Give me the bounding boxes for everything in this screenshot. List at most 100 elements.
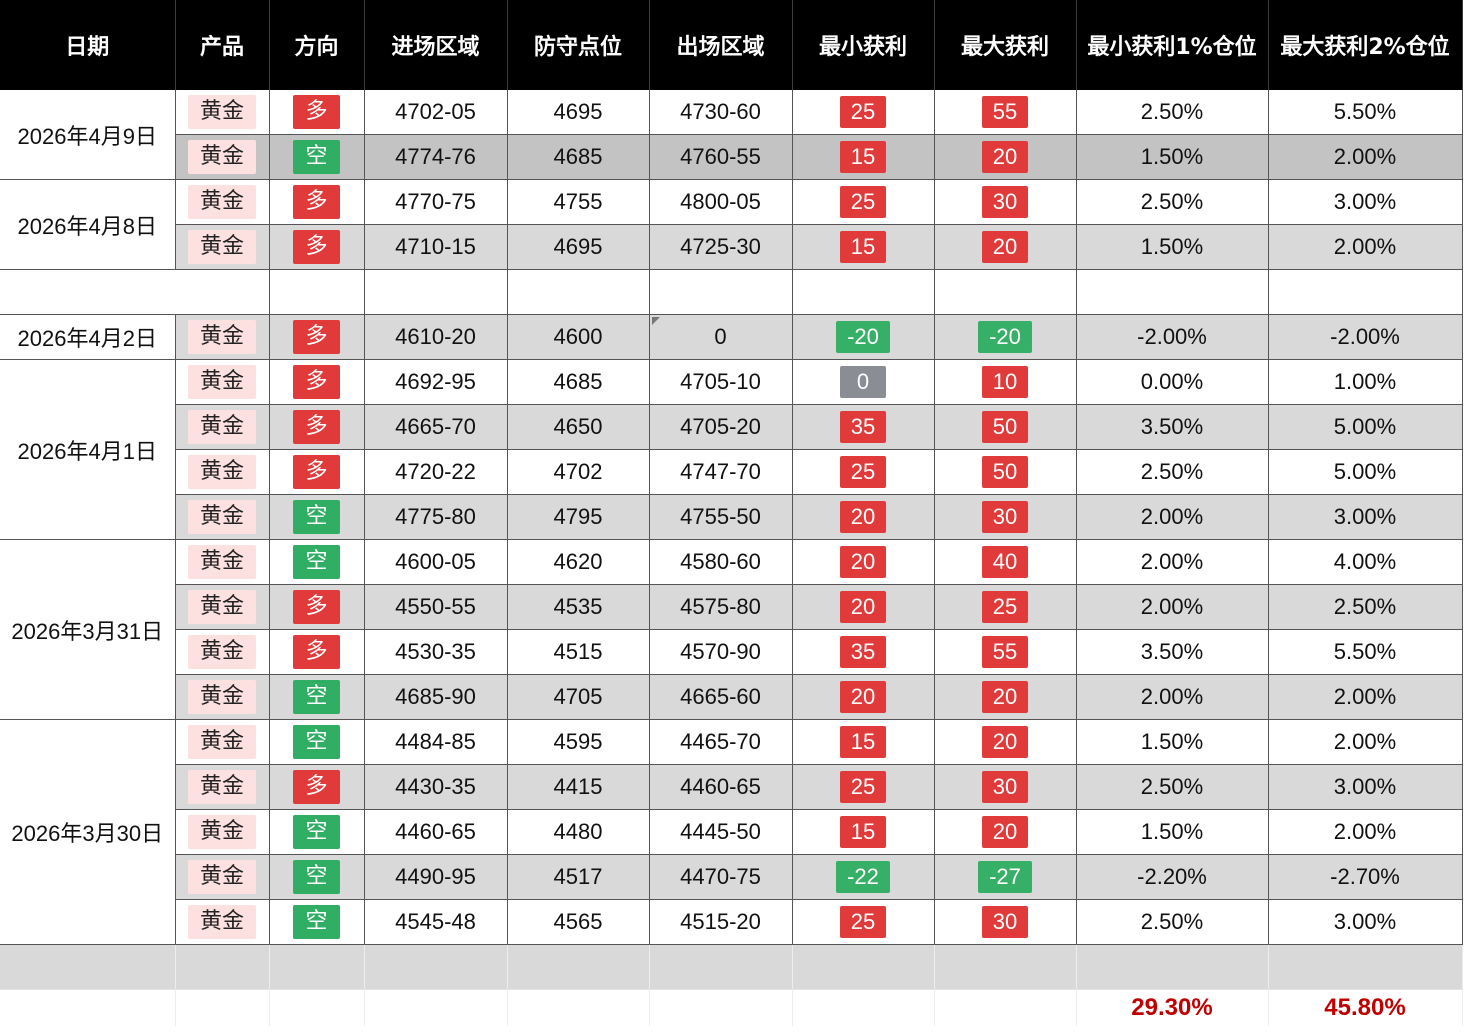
min-profit-cell[interactable]: 15 (792, 809, 935, 855)
max-profit-pct-cell[interactable]: -2.70% (1268, 854, 1463, 900)
min-profit-cell[interactable]: 20 (792, 494, 935, 540)
header-min-profit[interactable]: 最小获利 (792, 0, 935, 90)
stop-level-cell[interactable]: 4480 (507, 809, 650, 855)
min-profit-cell[interactable]: 25 (792, 449, 935, 495)
date-cell[interactable]: 2026年3月30日 (0, 719, 176, 945)
blank-cell[interactable] (1268, 944, 1463, 990)
entry-zone-cell[interactable]: 4545-48 (364, 899, 508, 945)
min-profit-pct-cell[interactable]: 3.50% (1076, 629, 1269, 675)
direction-cell[interactable]: 多 (269, 404, 365, 450)
product-cell[interactable]: 黄金 (175, 494, 270, 540)
product-cell[interactable]: 黄金 (175, 449, 270, 495)
stop-level-cell[interactable]: 4650 (507, 404, 650, 450)
entry-zone-cell[interactable]: 4460-65 (364, 809, 508, 855)
blank-cell[interactable] (792, 944, 935, 990)
exit-zone-cell[interactable]: 4705-10 (649, 359, 793, 405)
min-profit-pct-cell[interactable]: 2.00% (1076, 494, 1269, 540)
date-cell[interactable]: 2026年3月31日 (0, 539, 176, 720)
product-cell[interactable]: 黄金 (175, 899, 270, 945)
exit-zone-cell[interactable]: 4465-70 (649, 719, 793, 765)
product-cell[interactable]: 黄金 (175, 674, 270, 720)
max-profit-cell[interactable]: 30 (934, 764, 1077, 810)
entry-zone-cell[interactable]: 4430-35 (364, 764, 508, 810)
product-cell[interactable]: 黄金 (175, 809, 270, 855)
direction-cell[interactable]: 多 (269, 764, 365, 810)
blank-cell[interactable] (0, 944, 176, 990)
min-profit-pct-cell[interactable]: 2.50% (1076, 90, 1269, 135)
total-empty-cell[interactable] (649, 989, 793, 1026)
min-profit-pct-cell[interactable]: 2.00% (1076, 584, 1269, 630)
product-cell[interactable]: 黄金 (175, 539, 270, 585)
blank-cell[interactable] (175, 944, 270, 990)
entry-zone-cell[interactable]: 4775-80 (364, 494, 508, 540)
direction-cell[interactable]: 多 (269, 224, 365, 270)
total-empty-cell[interactable] (507, 989, 650, 1026)
exit-zone-cell[interactable]: 4730-60 (649, 90, 793, 135)
direction-cell[interactable]: 空 (269, 809, 365, 855)
entry-zone-cell[interactable]: 4610-20 (364, 314, 508, 360)
entry-zone-cell[interactable]: 4665-70 (364, 404, 508, 450)
exit-zone-cell[interactable]: 4460-65 (649, 764, 793, 810)
product-cell[interactable]: 黄金 (175, 629, 270, 675)
entry-zone-cell[interactable]: 4720-22 (364, 449, 508, 495)
entry-zone-cell[interactable]: 4600-05 (364, 539, 508, 585)
min-profit-cell[interactable]: 20 (792, 584, 935, 630)
stop-level-cell[interactable]: 4620 (507, 539, 650, 585)
empty-cell[interactable] (364, 269, 508, 315)
stop-level-cell[interactable]: 4695 (507, 224, 650, 270)
stop-level-cell[interactable]: 4600 (507, 314, 650, 360)
max-profit-cell[interactable]: 20 (934, 134, 1077, 180)
header-max-profit-pct[interactable]: 最大获利2%仓位 (1268, 0, 1463, 90)
max-profit-cell[interactable]: -20 (934, 314, 1077, 360)
direction-cell[interactable]: 多 (269, 179, 365, 225)
entry-zone-cell[interactable]: 4692-95 (364, 359, 508, 405)
header-exit-zone[interactable]: 出场区域 (649, 0, 793, 90)
blank-cell[interactable] (364, 944, 508, 990)
min-profit-cell[interactable]: 35 (792, 629, 935, 675)
min-profit-cell[interactable]: 35 (792, 404, 935, 450)
date-cell[interactable]: 2026年4月9日 (0, 90, 176, 180)
max-profit-cell[interactable]: 25 (934, 584, 1077, 630)
product-cell[interactable]: 黄金 (175, 314, 270, 360)
blank-cell[interactable] (269, 944, 365, 990)
min-profit-pct-cell[interactable]: 1.50% (1076, 134, 1269, 180)
min-profit-cell[interactable]: -20 (792, 314, 935, 360)
header-stop-level[interactable]: 防守点位 (507, 0, 650, 90)
stop-level-cell[interactable]: 4795 (507, 494, 650, 540)
product-cell[interactable]: 黄金 (175, 764, 270, 810)
max-profit-pct-cell[interactable]: 3.00% (1268, 179, 1463, 225)
exit-zone-cell[interactable]: 4800-05 (649, 179, 793, 225)
date-cell[interactable]: 2026年4月1日 (0, 359, 176, 540)
product-cell[interactable]: 黄金 (175, 359, 270, 405)
product-cell[interactable]: 黄金 (175, 719, 270, 765)
header-entry-zone[interactable]: 进场区域 (364, 0, 508, 90)
empty-cell[interactable] (649, 269, 793, 315)
exit-zone-cell[interactable]: 4755-50 (649, 494, 793, 540)
max-profit-cell[interactable]: 55 (934, 90, 1077, 135)
max-profit-pct-cell[interactable]: 2.00% (1268, 674, 1463, 720)
header-min-profit-pct[interactable]: 最小获利1%仓位 (1076, 0, 1269, 90)
direction-cell[interactable]: 空 (269, 854, 365, 900)
min-profit-cell[interactable]: -22 (792, 854, 935, 900)
min-profit-cell[interactable]: 15 (792, 719, 935, 765)
entry-zone-cell[interactable]: 4710-15 (364, 224, 508, 270)
blank-cell[interactable] (507, 944, 650, 990)
header-max-profit[interactable]: 最大获利 (934, 0, 1077, 90)
max-profit-pct-cell[interactable]: 3.00% (1268, 494, 1463, 540)
max-profit-cell[interactable]: 55 (934, 629, 1077, 675)
min-profit-cell[interactable]: 15 (792, 134, 935, 180)
product-cell[interactable]: 黄金 (175, 179, 270, 225)
direction-cell[interactable]: 空 (269, 539, 365, 585)
max-profit-pct-cell[interactable]: 3.00% (1268, 764, 1463, 810)
max-profit-cell[interactable]: 40 (934, 539, 1077, 585)
min-profit-cell[interactable]: 25 (792, 899, 935, 945)
direction-cell[interactable]: 空 (269, 134, 365, 180)
exit-zone-cell[interactable]: 4760-55 (649, 134, 793, 180)
min-profit-cell[interactable]: 25 (792, 179, 935, 225)
direction-cell[interactable]: 多 (269, 449, 365, 495)
min-profit-pct-cell[interactable]: 0.00% (1076, 359, 1269, 405)
max-profit-cell[interactable]: 30 (934, 179, 1077, 225)
entry-zone-cell[interactable]: 4770-75 (364, 179, 508, 225)
min-profit-cell[interactable]: 25 (792, 764, 935, 810)
max-profit-pct-cell[interactable]: 2.50% (1268, 584, 1463, 630)
